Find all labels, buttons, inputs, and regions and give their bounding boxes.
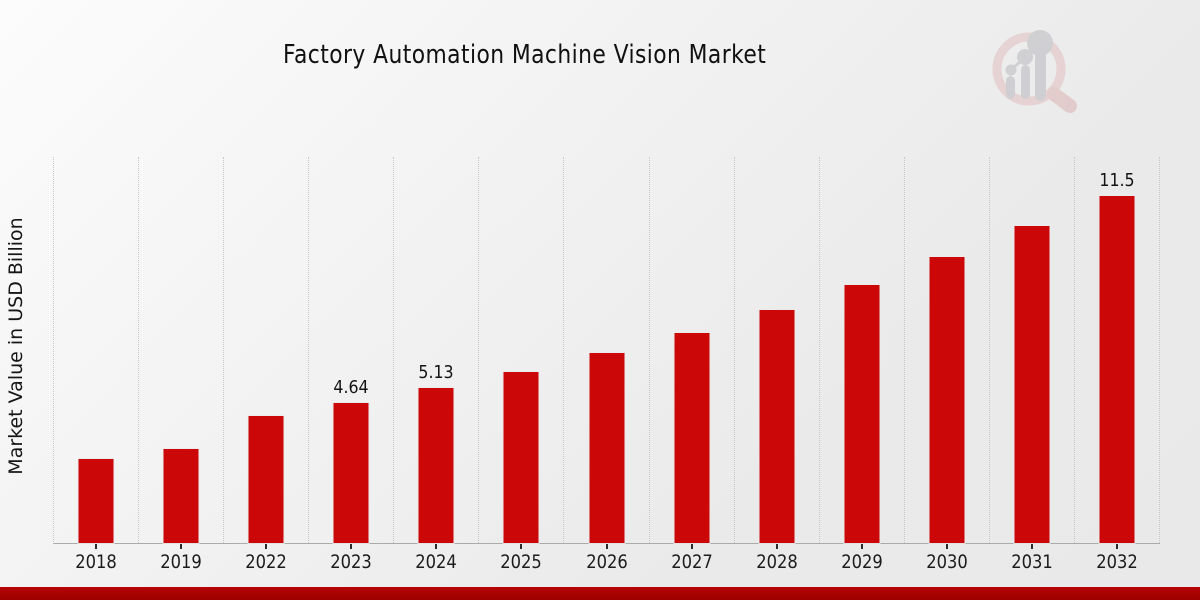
bar-2028 bbox=[759, 309, 795, 543]
x-axis-tick bbox=[180, 544, 183, 549]
magnifier-bar-chart-icon bbox=[992, 30, 1077, 113]
x-tick-label-2030: 2030 bbox=[926, 551, 968, 573]
bar-2025 bbox=[503, 372, 539, 543]
x-axis-tick bbox=[350, 544, 353, 549]
x-axis-tick bbox=[945, 544, 948, 549]
logo-bar-tall bbox=[1035, 51, 1046, 101]
x-axis-tick bbox=[690, 544, 693, 549]
bar-2027 bbox=[674, 332, 710, 543]
x-tick-label-2023: 2023 bbox=[330, 551, 373, 573]
x-tick-label-2027: 2027 bbox=[670, 551, 713, 573]
logo-dot-small bbox=[1005, 64, 1017, 76]
bar-2031 bbox=[1014, 226, 1050, 543]
category-cell-2031: 2031 bbox=[990, 157, 1075, 573]
category-cell-2019: 2019 bbox=[139, 157, 225, 573]
x-tick-label-2024: 2024 bbox=[415, 551, 458, 573]
bar-value-label-2032: 11.5 bbox=[1099, 170, 1135, 192]
category-cell-2032: 11.5 2032 bbox=[1075, 157, 1161, 573]
category-cell-2028: 2028 bbox=[735, 157, 820, 573]
logo-dot-medium bbox=[1017, 49, 1033, 65]
x-axis-tick bbox=[860, 544, 863, 549]
bar-2024 bbox=[418, 388, 454, 543]
logo-bar-medium bbox=[1021, 65, 1030, 99]
bar-2019 bbox=[163, 448, 199, 543]
x-axis-tick bbox=[1115, 544, 1118, 549]
bar-2030 bbox=[929, 257, 965, 543]
footer-accent-bar bbox=[0, 587, 1200, 600]
bar-2026 bbox=[589, 353, 624, 543]
category-cell-2029: 2029 bbox=[820, 157, 905, 573]
bar-2022 bbox=[248, 416, 284, 543]
x-axis-tick bbox=[1030, 544, 1033, 549]
x-axis-tick bbox=[520, 544, 523, 549]
category-cell-2023: 4.64 2023 bbox=[309, 157, 395, 573]
bar-value-label-2023: 4.64 bbox=[333, 377, 369, 399]
x-tick-label-2018: 2018 bbox=[75, 551, 117, 573]
bar-2023 bbox=[333, 403, 369, 543]
x-tick-label-2026: 2026 bbox=[585, 551, 628, 573]
logo-bar-small bbox=[1006, 76, 1015, 99]
x-axis-tick bbox=[605, 544, 608, 549]
x-tick-label-2019: 2019 bbox=[160, 551, 202, 573]
x-axis-tick bbox=[265, 544, 268, 549]
chart-title: Factory Automation Machine Vision Market bbox=[0, 40, 1050, 70]
category-cell-2030: 2030 bbox=[905, 157, 990, 573]
bar-2032 bbox=[1099, 196, 1135, 543]
bar-value-label-2024: 5.13 bbox=[418, 362, 454, 384]
y-axis-label: Market Value in USD Billion bbox=[5, 217, 27, 475]
logo-dot-large bbox=[1027, 30, 1053, 56]
category-cell-2025: 2025 bbox=[479, 157, 565, 573]
x-tick-label-2028: 2028 bbox=[755, 551, 798, 573]
x-tick-label-2025: 2025 bbox=[500, 551, 543, 573]
x-axis-tick bbox=[435, 544, 438, 549]
x-tick-label-2031: 2031 bbox=[1011, 551, 1053, 573]
bar-2018 bbox=[78, 458, 114, 543]
logo-handle bbox=[1047, 87, 1077, 113]
category-cell-2027: 2027 bbox=[650, 157, 735, 573]
chart-title-text: Factory Automation Machine Vision Market bbox=[283, 40, 767, 70]
plot-area: 2018 2019 2022 4.64 2023 5.13 2024 2025 2026 2027… bbox=[53, 157, 1161, 573]
category-cell-2018: 2018 bbox=[54, 157, 140, 573]
x-axis-tick bbox=[95, 544, 98, 549]
category-cell-2024: 5.13 2024 bbox=[394, 157, 480, 573]
category-cell-2026: 2026 bbox=[564, 157, 650, 573]
x-tick-label-2029: 2029 bbox=[840, 551, 883, 573]
category-cell-2022: 2022 bbox=[224, 157, 310, 573]
bar-2029 bbox=[844, 284, 880, 543]
x-tick-label-2022: 2022 bbox=[245, 551, 287, 573]
x-axis-tick bbox=[775, 544, 778, 549]
x-tick-label-2032: 2032 bbox=[1096, 551, 1138, 573]
